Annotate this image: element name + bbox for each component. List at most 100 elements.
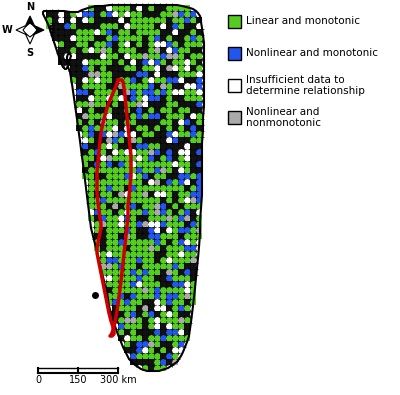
Bar bbox=[118, 275, 124, 280]
Bar bbox=[196, 29, 202, 35]
Bar bbox=[154, 71, 160, 77]
Bar bbox=[94, 89, 100, 94]
Bar bbox=[184, 107, 190, 113]
Bar bbox=[142, 137, 148, 143]
Bar bbox=[190, 29, 196, 35]
Bar bbox=[154, 132, 160, 137]
Bar bbox=[160, 47, 166, 53]
Bar bbox=[178, 143, 184, 149]
Text: 0: 0 bbox=[35, 375, 41, 385]
Bar bbox=[112, 239, 118, 245]
Bar bbox=[130, 209, 136, 214]
Bar bbox=[172, 359, 178, 365]
Bar bbox=[190, 228, 196, 233]
Bar bbox=[88, 198, 94, 203]
Bar bbox=[190, 203, 196, 209]
Bar bbox=[190, 293, 196, 299]
Bar bbox=[154, 179, 160, 184]
Bar bbox=[196, 113, 202, 118]
Bar bbox=[94, 132, 100, 137]
Bar bbox=[112, 228, 118, 233]
Bar bbox=[124, 107, 130, 113]
Bar bbox=[106, 263, 112, 269]
Bar bbox=[106, 173, 112, 179]
Bar bbox=[58, 59, 64, 65]
Bar bbox=[124, 233, 130, 239]
Bar bbox=[148, 41, 154, 47]
Bar bbox=[148, 354, 154, 359]
Bar bbox=[112, 281, 118, 287]
Bar bbox=[94, 11, 100, 17]
Bar bbox=[172, 251, 178, 257]
Bar bbox=[94, 155, 100, 161]
Bar bbox=[82, 89, 88, 94]
Bar bbox=[118, 137, 124, 143]
Bar bbox=[166, 29, 172, 35]
Bar bbox=[100, 59, 106, 65]
Bar bbox=[94, 203, 100, 209]
Bar bbox=[136, 155, 142, 161]
Bar bbox=[172, 125, 178, 131]
Bar bbox=[136, 173, 142, 179]
Bar bbox=[70, 36, 76, 41]
Bar bbox=[118, 288, 124, 293]
Bar bbox=[94, 6, 100, 11]
Bar bbox=[148, 365, 154, 371]
Bar bbox=[196, 233, 202, 239]
Bar bbox=[166, 162, 172, 167]
Bar bbox=[118, 143, 124, 149]
Bar bbox=[178, 6, 184, 11]
Bar bbox=[178, 119, 184, 124]
Bar bbox=[124, 245, 130, 250]
Bar bbox=[166, 149, 172, 154]
Bar bbox=[166, 192, 172, 197]
Bar bbox=[106, 239, 112, 245]
Bar bbox=[88, 102, 94, 107]
Bar bbox=[190, 215, 196, 220]
Bar bbox=[124, 96, 130, 101]
Bar bbox=[124, 162, 130, 167]
Bar bbox=[124, 198, 130, 203]
Bar bbox=[106, 245, 112, 250]
Bar bbox=[100, 263, 106, 269]
Bar bbox=[100, 125, 106, 131]
Bar bbox=[166, 167, 172, 173]
Bar bbox=[160, 179, 166, 184]
Bar bbox=[76, 89, 82, 94]
Bar bbox=[196, 77, 202, 83]
Bar bbox=[118, 23, 124, 28]
Bar bbox=[142, 66, 148, 71]
Bar bbox=[178, 299, 184, 305]
Bar bbox=[130, 53, 136, 58]
Bar bbox=[124, 89, 130, 94]
Bar bbox=[130, 167, 136, 173]
Bar bbox=[136, 17, 142, 23]
Bar bbox=[184, 113, 190, 118]
Bar bbox=[178, 179, 184, 184]
Bar bbox=[196, 107, 202, 113]
Bar bbox=[82, 41, 88, 47]
Bar bbox=[148, 228, 154, 233]
Bar bbox=[136, 6, 142, 11]
Bar bbox=[196, 239, 202, 245]
Bar bbox=[82, 125, 88, 131]
Bar bbox=[136, 359, 142, 365]
Bar bbox=[82, 137, 88, 143]
Bar bbox=[106, 96, 112, 101]
Bar bbox=[148, 245, 154, 250]
Bar bbox=[94, 53, 100, 58]
Bar bbox=[124, 77, 130, 83]
Bar bbox=[100, 132, 106, 137]
Bar bbox=[160, 77, 166, 83]
Bar bbox=[124, 59, 130, 65]
Bar bbox=[82, 167, 88, 173]
Bar bbox=[196, 149, 202, 154]
Bar bbox=[148, 6, 154, 11]
Bar bbox=[196, 83, 202, 88]
Bar bbox=[172, 102, 178, 107]
Bar bbox=[160, 83, 166, 88]
Bar bbox=[190, 222, 196, 227]
Bar bbox=[178, 209, 184, 214]
Bar bbox=[136, 132, 142, 137]
Bar bbox=[154, 365, 160, 371]
